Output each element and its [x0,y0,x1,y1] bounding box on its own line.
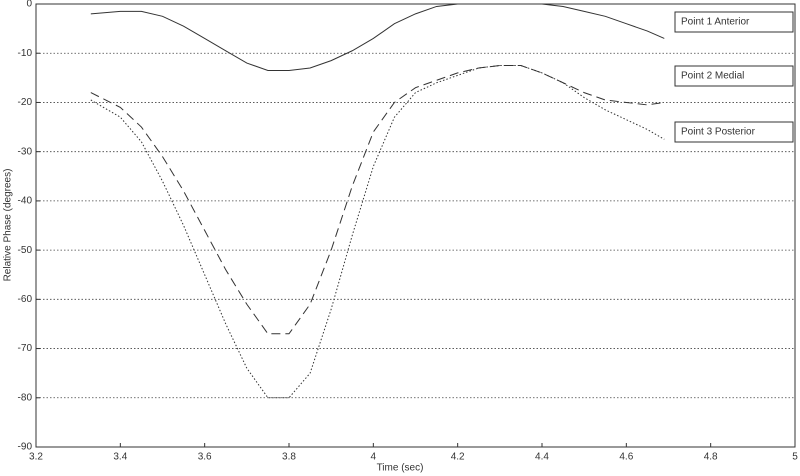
y-tick-label: -20 [18,97,33,108]
x-tick-label: 5 [792,452,798,463]
x-tick-label: 4 [371,452,377,463]
x-tick-label: 3.6 [198,452,212,463]
y-tick-label: -10 [18,48,33,59]
x-axis-label: Time (sec) [377,463,424,474]
x-tick-label: 4.8 [704,452,718,463]
legend-label: Point 3 Posterior [681,127,756,138]
x-tick-label: 4.2 [451,452,465,463]
plot-frame [35,3,796,448]
legend-box [674,11,794,33]
y-tick-label: -80 [18,392,33,403]
y-tick-label: -90 [18,442,33,453]
legend-label: Point 1 Anterior [681,17,750,28]
x-tick-label: 4.4 [535,452,549,463]
y-tick-label: -50 [18,245,33,256]
x-tick-label: 3.2 [29,452,43,463]
series-line [90,3,665,71]
y-axis-label: Relative Phase (degrees) [3,169,14,282]
legend-box [674,121,794,143]
y-tick-label: -60 [18,294,33,305]
y-tick-label: -40 [18,196,33,207]
y-tick-label: -70 [18,343,33,354]
y-tick-label: -30 [18,146,33,157]
legend-label: Point 2 Medial [681,71,744,82]
series-line [90,65,665,335]
series-line [90,65,665,399]
x-tick-label: 3.8 [282,452,296,463]
legend-box [674,65,794,87]
x-tick-label: 3.4 [113,452,127,463]
x-tick-label: 4.6 [619,452,633,463]
y-tick-label: 0 [26,0,32,10]
